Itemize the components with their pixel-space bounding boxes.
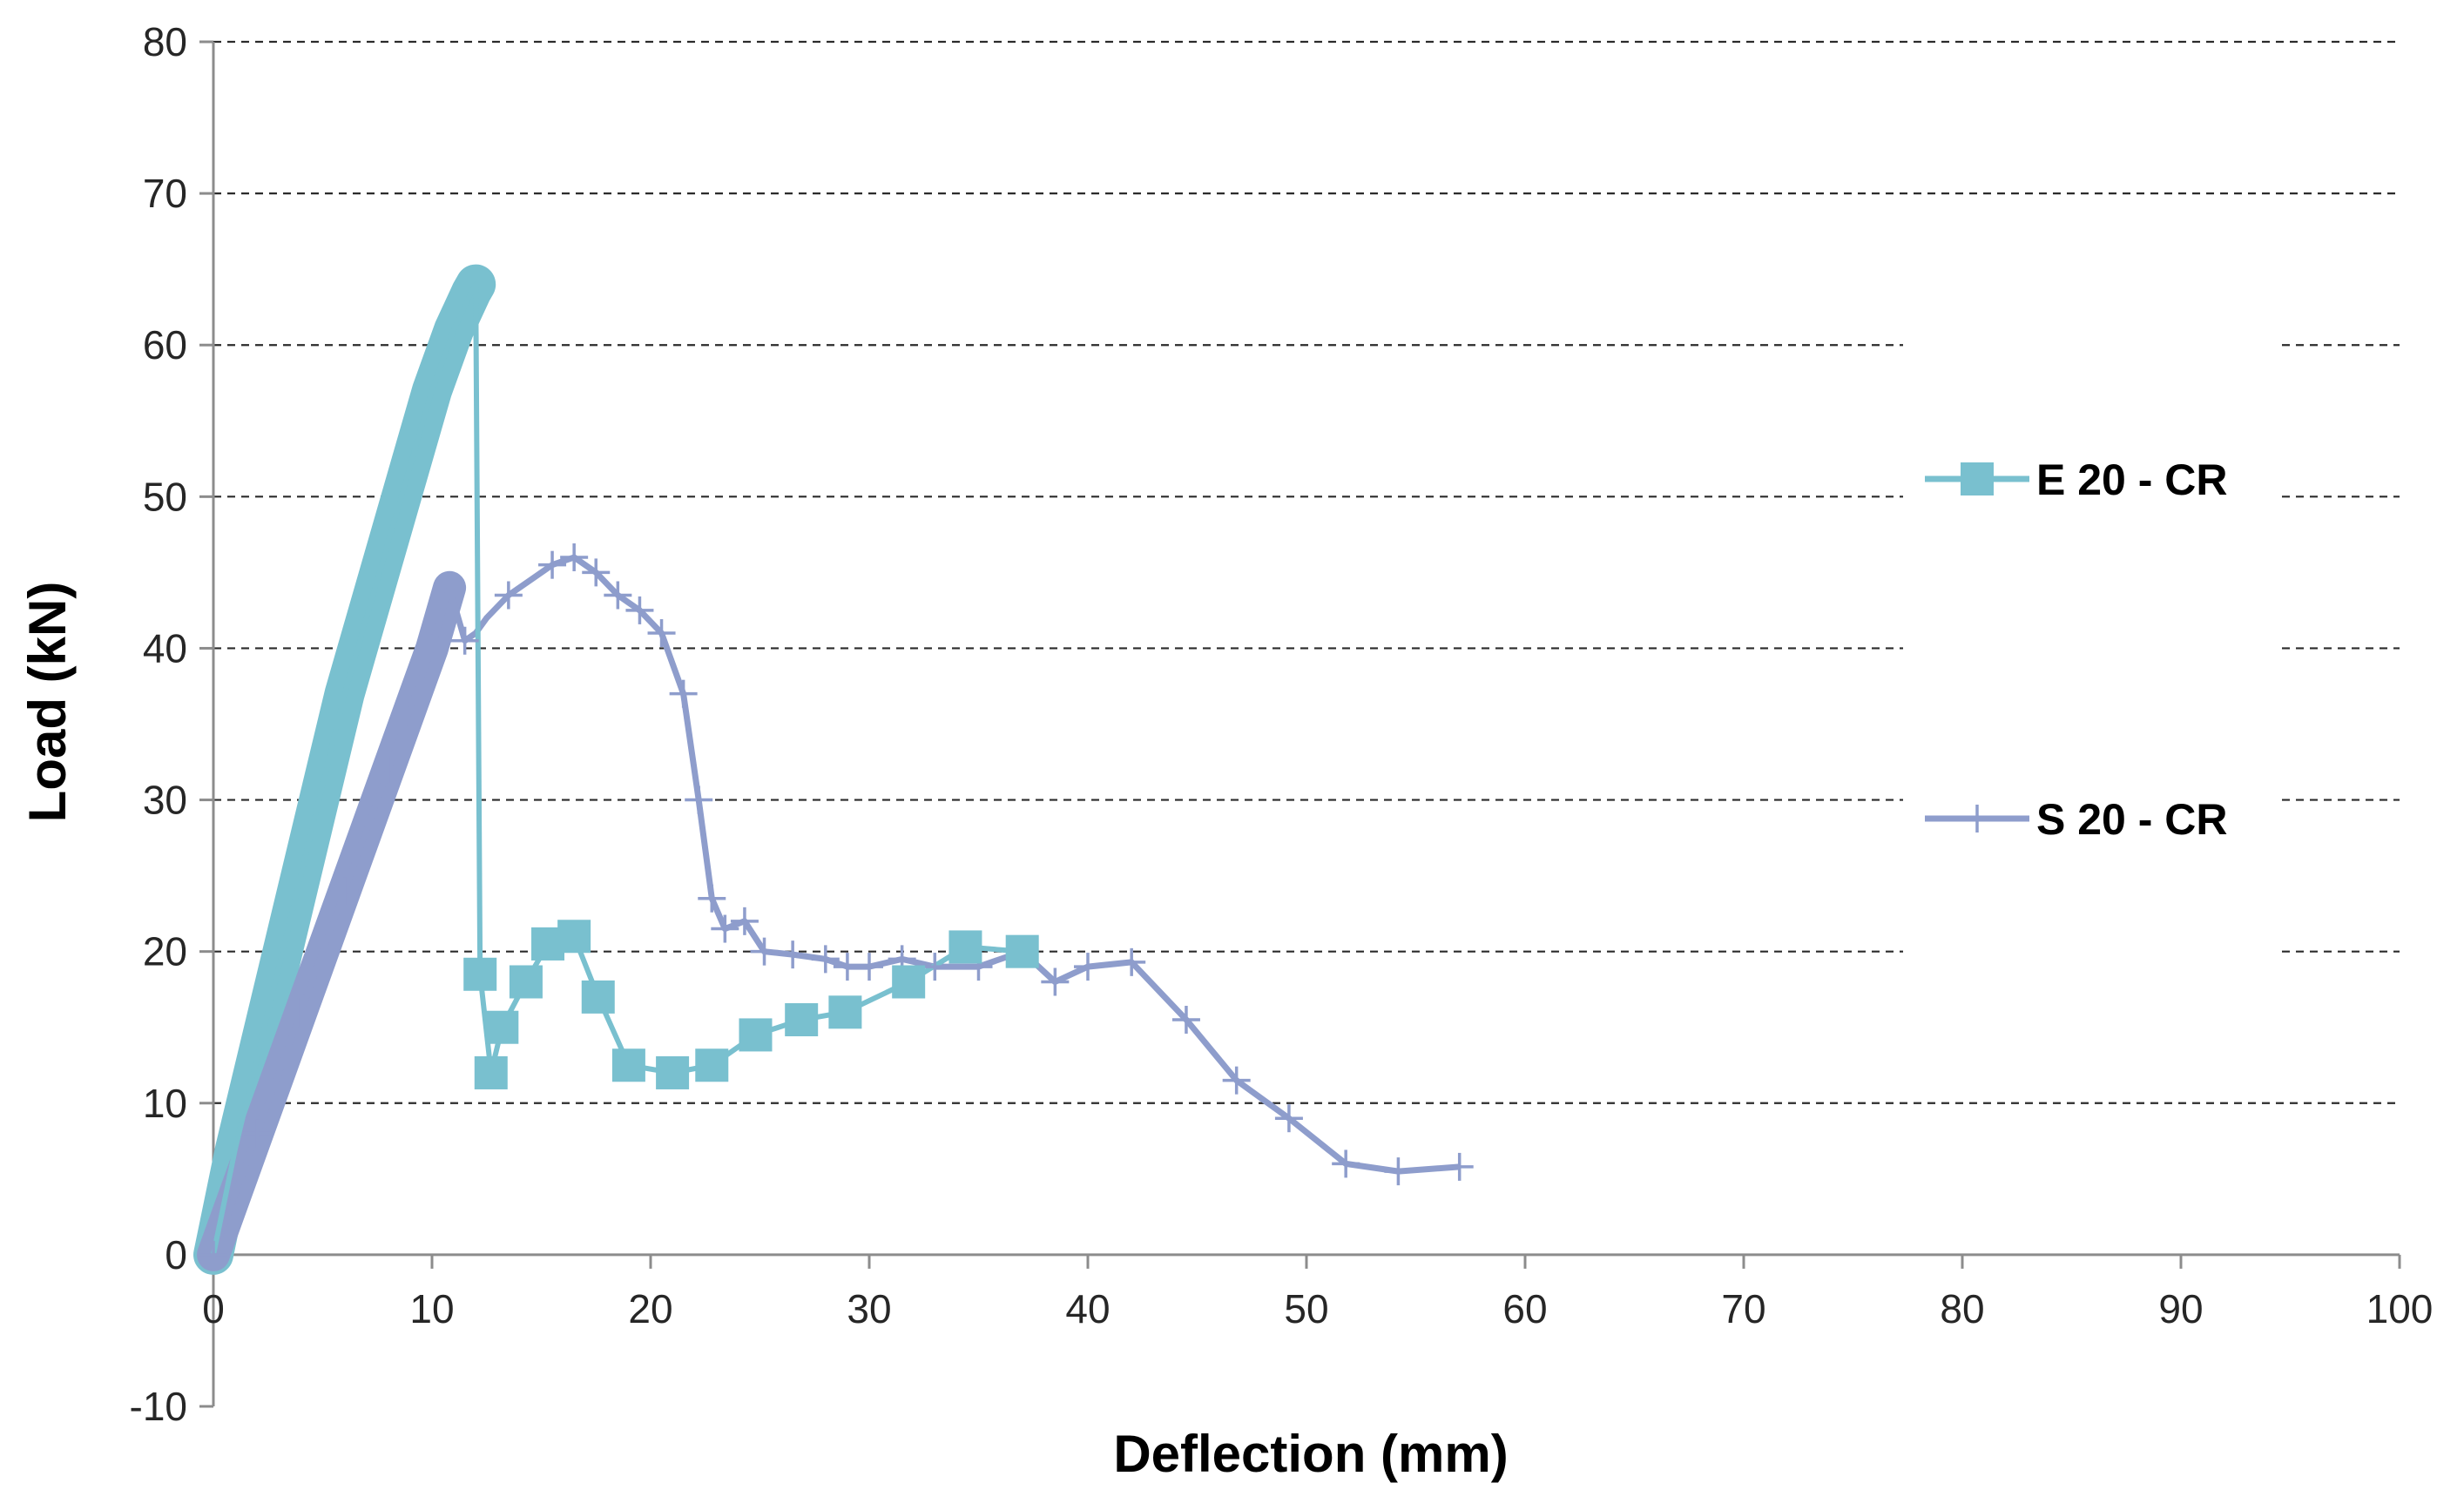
y-tick-label: 40 — [143, 625, 187, 671]
series-e20-point — [557, 920, 591, 954]
y-tick-label: 70 — [143, 171, 187, 216]
legend-label: E 20 - CR — [2036, 455, 2228, 504]
legend-item: S 20 - CR — [1925, 795, 2228, 844]
series-s20-point — [418, 634, 446, 663]
series-e20-point — [474, 1055, 508, 1089]
series-s20-point — [1041, 967, 1070, 996]
legend: E 20 - CR S 20 - CR — [1925, 455, 2228, 844]
y-tick-label: -10 — [130, 1384, 187, 1429]
series-s20-point — [855, 953, 883, 981]
x-tick-label: 100 — [2366, 1286, 2434, 1331]
x-tick-label: 10 — [409, 1286, 454, 1331]
series-s20-point — [1171, 1006, 1200, 1035]
series-s20-point — [625, 596, 654, 624]
series-s20-point — [750, 937, 779, 966]
series-e20-point — [581, 980, 615, 1014]
series-s20-point — [1222, 1066, 1251, 1095]
series-s20-point — [1384, 1157, 1413, 1186]
y-axis-title: Load (kN) — [18, 582, 77, 823]
x-tick-label: 80 — [1940, 1286, 1984, 1331]
x-tick-label: 70 — [1721, 1286, 1765, 1331]
series-s20-point — [669, 679, 698, 708]
series-s20-point — [199, 1240, 227, 1269]
series-e20-point — [948, 930, 982, 964]
series-s20-point — [560, 543, 589, 571]
y-tick-label: 80 — [143, 19, 187, 64]
series-e20-point — [485, 1010, 519, 1044]
x-tick-label: 40 — [1065, 1286, 1110, 1331]
series-s20-point — [287, 998, 315, 1027]
series-s20-point — [1074, 953, 1102, 981]
series-s20-point — [698, 884, 726, 913]
series-e20-point — [656, 1055, 690, 1089]
y-tick-label: 50 — [143, 474, 187, 519]
series-s20-point — [711, 914, 739, 943]
series-s20-point — [538, 550, 567, 579]
series-s20-point — [494, 581, 523, 610]
series-s20-point — [1274, 1104, 1303, 1133]
x-tick-label: 30 — [847, 1286, 891, 1331]
series-e20-point — [892, 965, 926, 999]
x-tick-label: 60 — [1502, 1286, 1547, 1331]
y-tick-label: 60 — [143, 322, 187, 367]
series-s20-point — [647, 619, 676, 648]
series-s20-point — [730, 907, 759, 935]
series-e20-point — [1005, 934, 1039, 968]
series-s20-point — [374, 755, 402, 784]
legend-item: E 20 - CR — [1925, 455, 2228, 504]
series-s20-point — [243, 1119, 272, 1148]
series-s20-point — [921, 953, 949, 981]
series-e20-point — [463, 957, 497, 991]
series-group — [193, 264, 1474, 1275]
series-s20-point — [1117, 947, 1146, 976]
x-tick-label: 90 — [2158, 1286, 2203, 1331]
x-tick-label: 0 — [202, 1286, 225, 1331]
x-axis-title: Deflection (mm) — [1113, 1425, 1508, 1483]
legend-swatch-marker — [1961, 462, 1994, 495]
series-e20-point — [785, 1003, 819, 1037]
series-s20-point — [811, 945, 840, 974]
series-e20-point — [611, 1048, 645, 1082]
y-tick-label: 10 — [143, 1081, 187, 1126]
series-s20-point — [1445, 1152, 1474, 1181]
series-s20-line — [210, 554, 1460, 1257]
series-s20-point — [330, 877, 359, 906]
y-tick-label: 20 — [143, 929, 187, 974]
x-tick-label: 20 — [628, 1286, 672, 1331]
series-s20-point — [582, 558, 611, 587]
gridlines — [213, 40, 2400, 1104]
y-tick-label: 30 — [143, 778, 187, 823]
x-tick-label: 50 — [1284, 1286, 1328, 1331]
series-e20-point — [509, 965, 543, 999]
series-s20-point — [604, 581, 632, 610]
series-e20-point — [828, 995, 862, 1029]
legend-label: S 20 - CR — [2036, 795, 2228, 844]
series-s20-point — [450, 626, 479, 655]
series-e20-point — [739, 1018, 773, 1052]
series-s20-point — [685, 785, 713, 814]
series-s20-point — [1332, 1149, 1360, 1178]
y-tick-label: 0 — [165, 1232, 187, 1277]
series-s20-point — [779, 940, 807, 969]
series-e20-point — [695, 1048, 729, 1082]
